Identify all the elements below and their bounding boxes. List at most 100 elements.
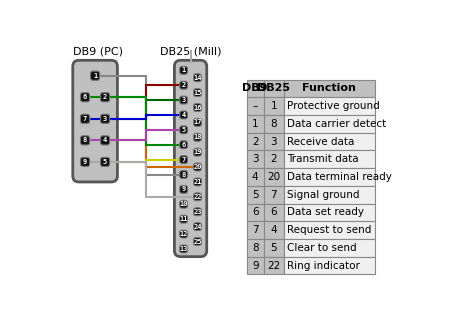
Text: Protective ground: Protective ground xyxy=(287,101,380,111)
Text: 8: 8 xyxy=(182,171,186,178)
Bar xyxy=(247,257,264,274)
Text: 6: 6 xyxy=(252,207,258,217)
Text: 9: 9 xyxy=(182,186,186,193)
Text: 3: 3 xyxy=(252,154,258,164)
Text: Data terminal ready: Data terminal ready xyxy=(287,172,392,182)
FancyBboxPatch shape xyxy=(174,60,207,257)
FancyBboxPatch shape xyxy=(81,93,90,102)
FancyBboxPatch shape xyxy=(180,170,188,179)
FancyBboxPatch shape xyxy=(193,148,201,156)
FancyBboxPatch shape xyxy=(193,193,201,201)
Bar xyxy=(284,115,374,133)
Bar xyxy=(264,168,284,186)
Text: 9: 9 xyxy=(83,159,87,165)
Text: 19: 19 xyxy=(193,149,202,155)
Text: –: – xyxy=(253,101,258,111)
Text: DB9 (PC): DB9 (PC) xyxy=(73,46,123,56)
Bar xyxy=(284,221,374,239)
Bar xyxy=(264,115,284,133)
Bar xyxy=(247,204,264,221)
Text: 21: 21 xyxy=(193,179,202,185)
FancyBboxPatch shape xyxy=(180,200,188,208)
Text: 17: 17 xyxy=(193,119,202,126)
FancyBboxPatch shape xyxy=(180,156,188,164)
FancyBboxPatch shape xyxy=(180,185,188,193)
Text: 18: 18 xyxy=(193,134,202,140)
Text: 6: 6 xyxy=(83,94,87,100)
FancyBboxPatch shape xyxy=(180,66,188,74)
Text: 12: 12 xyxy=(179,231,188,237)
Bar xyxy=(264,186,284,204)
Text: 7: 7 xyxy=(252,225,258,235)
Text: 13: 13 xyxy=(179,246,188,252)
Bar xyxy=(247,168,264,186)
Text: DB25 (Mill): DB25 (Mill) xyxy=(160,46,221,56)
FancyBboxPatch shape xyxy=(180,111,188,119)
Text: 22: 22 xyxy=(267,260,280,271)
Text: 22: 22 xyxy=(193,194,202,200)
Bar xyxy=(284,150,374,168)
Text: Transmit data: Transmit data xyxy=(287,154,358,164)
Text: 8: 8 xyxy=(270,119,277,129)
Bar xyxy=(284,80,374,97)
Text: 4: 4 xyxy=(103,137,107,144)
Text: 2: 2 xyxy=(103,94,107,100)
FancyBboxPatch shape xyxy=(193,163,201,171)
Text: 20: 20 xyxy=(267,172,280,182)
Bar xyxy=(284,239,374,257)
Text: 7: 7 xyxy=(83,116,87,122)
Text: 8: 8 xyxy=(252,243,258,253)
Text: 1: 1 xyxy=(252,119,258,129)
Text: Function: Function xyxy=(302,83,356,93)
Text: Request to send: Request to send xyxy=(287,225,371,235)
Bar xyxy=(284,97,374,115)
FancyBboxPatch shape xyxy=(100,93,109,102)
Text: 6: 6 xyxy=(182,142,186,148)
Text: 16: 16 xyxy=(193,104,202,111)
Text: Signal ground: Signal ground xyxy=(287,190,359,200)
Text: 2: 2 xyxy=(252,136,258,147)
Text: 5: 5 xyxy=(103,159,107,165)
Text: DB9: DB9 xyxy=(243,83,268,93)
FancyBboxPatch shape xyxy=(193,89,201,97)
FancyBboxPatch shape xyxy=(100,157,109,166)
Bar xyxy=(247,133,264,150)
FancyBboxPatch shape xyxy=(193,104,201,112)
Text: 10: 10 xyxy=(179,201,188,207)
FancyBboxPatch shape xyxy=(193,223,201,231)
Text: 6: 6 xyxy=(270,207,277,217)
FancyBboxPatch shape xyxy=(180,126,188,134)
Bar xyxy=(264,204,284,221)
Bar xyxy=(284,168,374,186)
Text: 23: 23 xyxy=(193,209,202,215)
Text: 8: 8 xyxy=(83,137,87,144)
Bar xyxy=(284,186,374,204)
Text: 1: 1 xyxy=(93,73,97,79)
Text: 3: 3 xyxy=(182,97,186,103)
Bar xyxy=(264,150,284,168)
FancyBboxPatch shape xyxy=(81,136,90,145)
Text: 24: 24 xyxy=(193,224,202,230)
Text: DB25: DB25 xyxy=(257,83,290,93)
Bar xyxy=(247,186,264,204)
FancyBboxPatch shape xyxy=(193,178,201,186)
Text: Data carrier detect: Data carrier detect xyxy=(287,119,386,129)
FancyBboxPatch shape xyxy=(81,114,90,123)
Text: 3: 3 xyxy=(103,116,107,122)
Bar xyxy=(284,133,374,150)
FancyBboxPatch shape xyxy=(91,71,100,80)
Bar xyxy=(264,133,284,150)
Text: 3: 3 xyxy=(270,136,277,147)
FancyBboxPatch shape xyxy=(193,133,201,141)
Text: Ring indicator: Ring indicator xyxy=(287,260,360,271)
Text: Data set ready: Data set ready xyxy=(287,207,364,217)
Text: 5: 5 xyxy=(270,243,277,253)
Text: 1: 1 xyxy=(270,101,277,111)
FancyBboxPatch shape xyxy=(180,245,188,253)
Text: 9: 9 xyxy=(252,260,258,271)
Bar xyxy=(247,239,264,257)
Text: 7: 7 xyxy=(182,157,186,163)
Text: 4: 4 xyxy=(182,112,186,118)
FancyBboxPatch shape xyxy=(180,141,188,149)
FancyBboxPatch shape xyxy=(193,74,201,82)
